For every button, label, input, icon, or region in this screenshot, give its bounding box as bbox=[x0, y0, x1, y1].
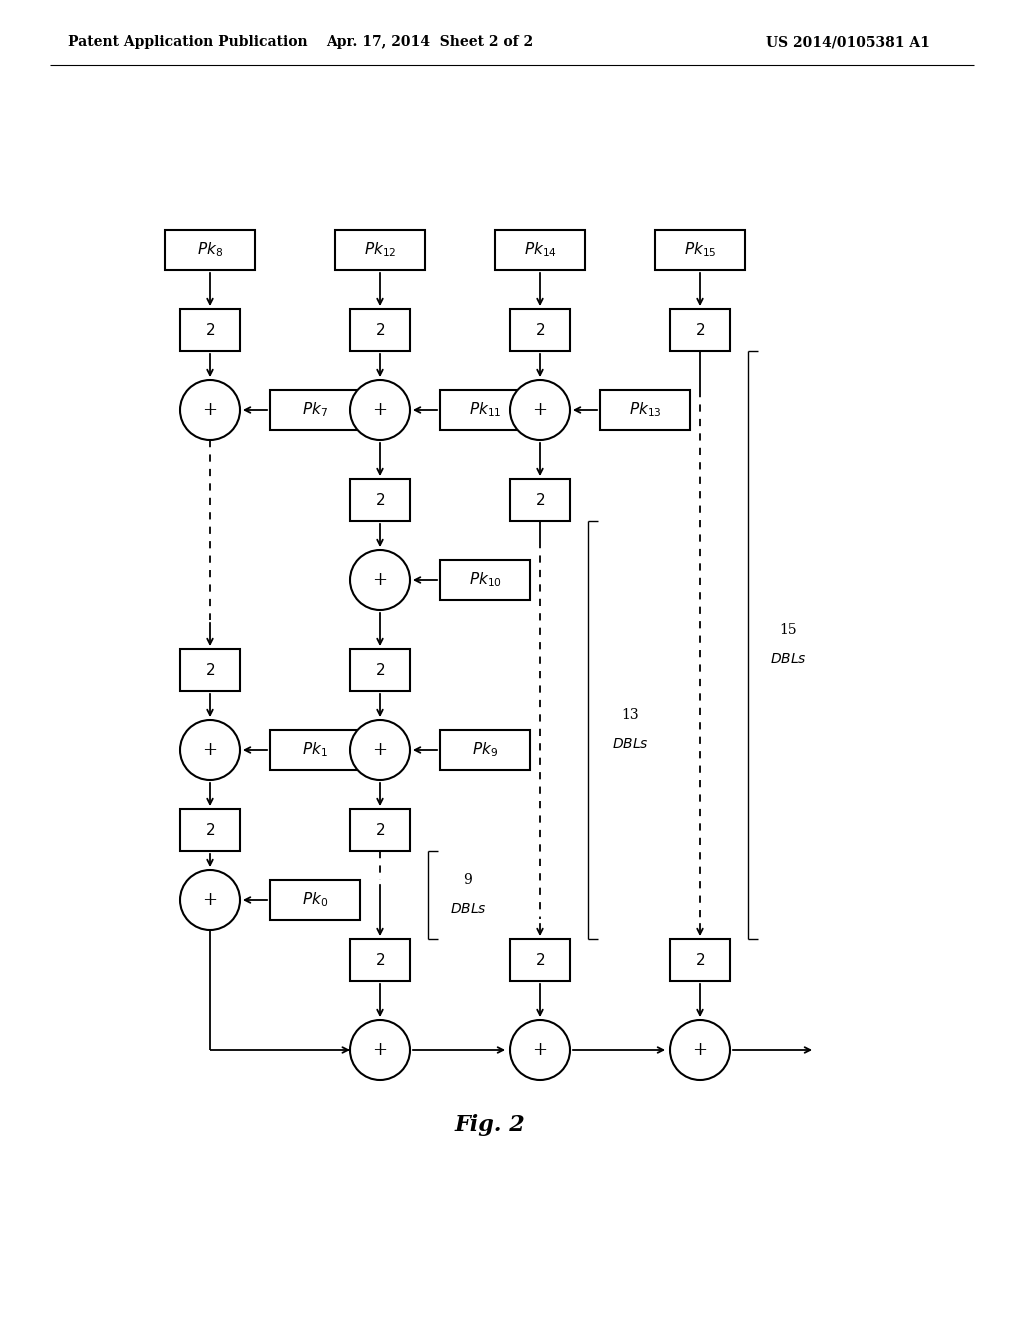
Text: $Pk_{14}$: $Pk_{14}$ bbox=[523, 240, 556, 259]
Text: $Pk_{10}$: $Pk_{10}$ bbox=[469, 570, 502, 589]
Circle shape bbox=[350, 550, 410, 610]
Text: +: + bbox=[373, 741, 387, 759]
Circle shape bbox=[180, 719, 240, 780]
Text: $Pk_0$: $Pk_0$ bbox=[302, 891, 328, 909]
Text: +: + bbox=[203, 891, 217, 909]
FancyBboxPatch shape bbox=[350, 939, 410, 981]
Text: 13: 13 bbox=[622, 708, 639, 722]
FancyBboxPatch shape bbox=[335, 230, 425, 271]
Text: $Pk_1$: $Pk_1$ bbox=[302, 741, 328, 759]
FancyBboxPatch shape bbox=[495, 230, 585, 271]
FancyBboxPatch shape bbox=[270, 880, 360, 920]
FancyBboxPatch shape bbox=[180, 649, 240, 690]
FancyBboxPatch shape bbox=[440, 389, 530, 430]
Text: 15: 15 bbox=[779, 623, 797, 638]
Text: $2$: $2$ bbox=[695, 952, 706, 968]
FancyBboxPatch shape bbox=[440, 560, 530, 601]
Circle shape bbox=[350, 380, 410, 440]
Text: $2$: $2$ bbox=[375, 322, 385, 338]
Text: +: + bbox=[532, 401, 548, 418]
Text: +: + bbox=[532, 1041, 548, 1059]
Text: +: + bbox=[203, 741, 217, 759]
Text: +: + bbox=[692, 1041, 708, 1059]
FancyBboxPatch shape bbox=[350, 479, 410, 521]
Text: 9: 9 bbox=[464, 873, 472, 887]
Text: $Pk_7$: $Pk_7$ bbox=[302, 401, 328, 420]
FancyBboxPatch shape bbox=[670, 939, 730, 981]
Text: $Pk_9$: $Pk_9$ bbox=[472, 741, 498, 759]
Circle shape bbox=[670, 1020, 730, 1080]
Circle shape bbox=[350, 1020, 410, 1080]
FancyBboxPatch shape bbox=[510, 309, 570, 351]
Text: $Pk_{12}$: $Pk_{12}$ bbox=[364, 240, 396, 259]
Circle shape bbox=[510, 1020, 570, 1080]
Text: +: + bbox=[373, 572, 387, 589]
Text: Apr. 17, 2014  Sheet 2 of 2: Apr. 17, 2014 Sheet 2 of 2 bbox=[327, 36, 534, 49]
Text: $2$: $2$ bbox=[375, 952, 385, 968]
Text: $DBLs$: $DBLs$ bbox=[450, 902, 486, 916]
Text: $2$: $2$ bbox=[375, 663, 385, 678]
FancyBboxPatch shape bbox=[350, 309, 410, 351]
Text: $DBLs$: $DBLs$ bbox=[770, 652, 807, 667]
Text: US 2014/0105381 A1: US 2014/0105381 A1 bbox=[766, 36, 930, 49]
Text: +: + bbox=[373, 1041, 387, 1059]
FancyBboxPatch shape bbox=[440, 730, 530, 770]
FancyBboxPatch shape bbox=[350, 809, 410, 851]
Text: $DBLs$: $DBLs$ bbox=[611, 737, 648, 751]
Text: $Pk_{15}$: $Pk_{15}$ bbox=[684, 240, 716, 259]
Text: $2$: $2$ bbox=[375, 492, 385, 508]
Text: $2$: $2$ bbox=[535, 952, 545, 968]
Text: +: + bbox=[203, 401, 217, 418]
Text: $2$: $2$ bbox=[205, 822, 215, 838]
FancyBboxPatch shape bbox=[510, 479, 570, 521]
FancyBboxPatch shape bbox=[655, 230, 745, 271]
Text: $2$: $2$ bbox=[535, 492, 545, 508]
FancyBboxPatch shape bbox=[670, 309, 730, 351]
FancyBboxPatch shape bbox=[350, 649, 410, 690]
Circle shape bbox=[350, 719, 410, 780]
Text: $2$: $2$ bbox=[535, 322, 545, 338]
FancyBboxPatch shape bbox=[600, 389, 690, 430]
Text: +: + bbox=[373, 401, 387, 418]
FancyBboxPatch shape bbox=[510, 939, 570, 981]
Text: $Pk_{11}$: $Pk_{11}$ bbox=[469, 401, 502, 420]
Text: $2$: $2$ bbox=[205, 322, 215, 338]
Circle shape bbox=[510, 380, 570, 440]
Circle shape bbox=[180, 870, 240, 931]
FancyBboxPatch shape bbox=[270, 389, 360, 430]
Circle shape bbox=[180, 380, 240, 440]
Text: Patent Application Publication: Patent Application Publication bbox=[68, 36, 307, 49]
Text: $2$: $2$ bbox=[205, 663, 215, 678]
FancyBboxPatch shape bbox=[180, 309, 240, 351]
FancyBboxPatch shape bbox=[165, 230, 255, 271]
FancyBboxPatch shape bbox=[270, 730, 360, 770]
Text: $2$: $2$ bbox=[695, 322, 706, 338]
Text: $2$: $2$ bbox=[375, 822, 385, 838]
Text: Fig. 2: Fig. 2 bbox=[455, 1114, 525, 1137]
Text: $Pk_{13}$: $Pk_{13}$ bbox=[629, 401, 662, 420]
Text: $Pk_8$: $Pk_8$ bbox=[197, 240, 223, 259]
FancyBboxPatch shape bbox=[180, 809, 240, 851]
